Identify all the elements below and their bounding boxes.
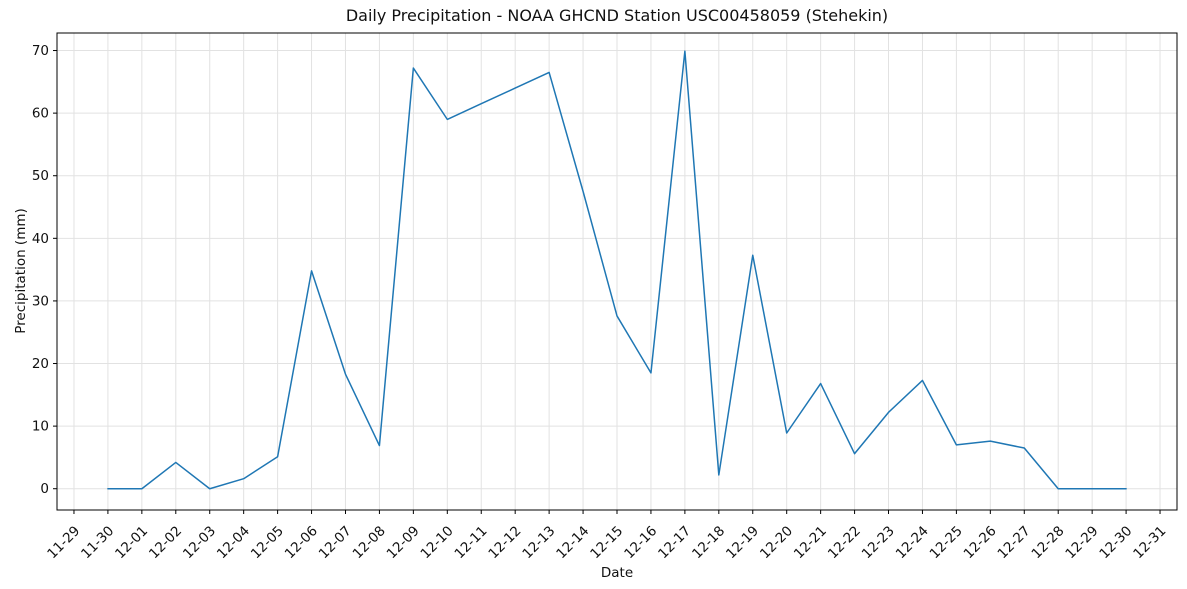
x-tick-label: 12-12 bbox=[485, 523, 524, 562]
x-tick-label: 12-20 bbox=[757, 523, 796, 562]
x-tick-label: 12-31 bbox=[1130, 523, 1169, 562]
x-tick-label: 12-11 bbox=[452, 523, 491, 562]
x-tick-label: 12-28 bbox=[1028, 523, 1067, 562]
x-tick-label: 11-29 bbox=[44, 523, 83, 562]
x-tick-label: 12-07 bbox=[316, 523, 355, 562]
x-tick-label: 12-05 bbox=[248, 523, 287, 562]
x-tick-label: 12-10 bbox=[418, 523, 457, 562]
chart-title: Daily Precipitation - NOAA GHCND Station… bbox=[346, 6, 888, 25]
y-tick-label: 20 bbox=[32, 356, 49, 372]
x-tick-label: 12-18 bbox=[689, 523, 728, 562]
x-tick-label: 12-21 bbox=[791, 523, 830, 562]
x-tick-label: 12-27 bbox=[995, 523, 1034, 562]
x-tick-label: 12-22 bbox=[825, 523, 864, 562]
y-tick-label: 10 bbox=[32, 419, 49, 435]
x-tick-label: 12-02 bbox=[146, 523, 185, 562]
x-tick-label: 12-14 bbox=[553, 523, 592, 562]
axis-ticks bbox=[53, 50, 1161, 514]
y-tick-label: 60 bbox=[32, 106, 49, 122]
x-tick-label: 12-24 bbox=[893, 523, 932, 562]
x-tick-label: 12-29 bbox=[1062, 523, 1101, 562]
y-tick-label: 0 bbox=[40, 481, 49, 497]
x-tick-label: 12-19 bbox=[723, 523, 762, 562]
y-tick-label: 70 bbox=[32, 43, 49, 59]
y-tick-label: 30 bbox=[32, 293, 49, 309]
x-tick-label: 12-16 bbox=[621, 523, 660, 562]
x-tick-label: 12-25 bbox=[927, 523, 966, 562]
y-axis-tick-labels: 0 10 20 30 40 50 60 70 bbox=[32, 43, 49, 497]
x-tick-label: 12-04 bbox=[214, 523, 253, 562]
x-tick-label: 12-17 bbox=[655, 523, 694, 562]
x-tick-label: 12-03 bbox=[180, 523, 219, 562]
x-tick-label: 12-15 bbox=[587, 523, 626, 562]
y-tick-label: 40 bbox=[32, 231, 49, 247]
x-axis-label: Date bbox=[601, 565, 633, 581]
x-tick-label: 12-06 bbox=[282, 523, 321, 562]
y-axis-label: Precipitation (mm) bbox=[13, 208, 29, 334]
precipitation-series-line bbox=[107, 50, 1127, 490]
x-tick-label: 11-30 bbox=[78, 523, 117, 562]
x-axis-tick-labels: 11-2911-3012-0112-0212-0312-0412-0512-06… bbox=[44, 523, 1169, 562]
gridlines bbox=[57, 33, 1177, 510]
x-tick-label: 12-08 bbox=[350, 523, 389, 562]
y-tick-label: 50 bbox=[32, 168, 49, 184]
x-tick-label: 12-23 bbox=[859, 523, 898, 562]
x-tick-label: 12-30 bbox=[1096, 523, 1135, 562]
x-tick-label: 12-09 bbox=[384, 523, 423, 562]
x-tick-label: 12-26 bbox=[961, 523, 1000, 562]
x-tick-label: 12-13 bbox=[519, 523, 558, 562]
x-tick-label: 12-01 bbox=[112, 523, 151, 562]
